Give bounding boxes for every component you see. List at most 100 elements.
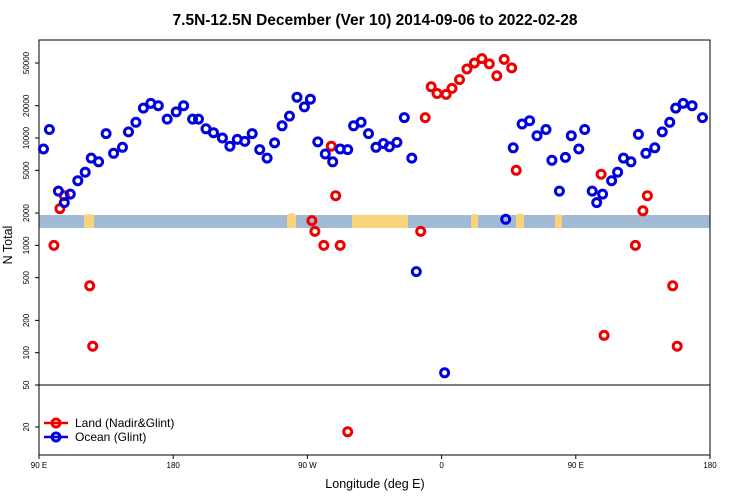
land-point bbox=[425, 81, 437, 93]
ocean-point bbox=[152, 100, 164, 112]
y-tick-label: 200 bbox=[22, 313, 31, 327]
ocean-point bbox=[123, 126, 134, 138]
x-tick-label: 180 bbox=[167, 461, 181, 470]
ocean-point bbox=[327, 156, 339, 168]
ocean-point bbox=[304, 93, 316, 105]
ocean-point bbox=[606, 175, 618, 187]
ocean-point bbox=[208, 127, 219, 139]
x-tick-label: 90 E bbox=[568, 461, 584, 470]
land-point bbox=[454, 74, 465, 86]
ocean-point bbox=[38, 143, 49, 155]
ocean-point bbox=[632, 128, 644, 140]
land-point bbox=[468, 57, 480, 69]
ocean-point bbox=[342, 144, 354, 156]
legend: Land (Nadir&Glint) Ocean (Glint) bbox=[44, 416, 174, 444]
land-point bbox=[491, 70, 503, 82]
land-point bbox=[325, 140, 337, 152]
land-point bbox=[637, 205, 649, 217]
ocean-point bbox=[284, 110, 295, 122]
land-point bbox=[306, 215, 318, 227]
ocean-point bbox=[312, 136, 324, 148]
ocean-point bbox=[656, 126, 668, 138]
ocean-point bbox=[64, 188, 76, 200]
ocean-point bbox=[664, 116, 676, 128]
x-tick-label: 0 bbox=[439, 461, 444, 470]
ocean-point bbox=[686, 100, 698, 112]
land-point bbox=[415, 225, 427, 237]
ocean-point bbox=[439, 367, 451, 379]
ocean-point bbox=[246, 128, 258, 140]
ocean-point bbox=[43, 124, 55, 135]
y-tick-label: 2000 bbox=[22, 204, 31, 222]
land-point bbox=[84, 280, 96, 292]
land-point bbox=[419, 112, 431, 124]
ocean-point bbox=[117, 141, 128, 153]
land-point bbox=[342, 426, 354, 438]
land-point bbox=[318, 239, 330, 251]
ocean-point bbox=[410, 266, 422, 278]
ocean-point bbox=[531, 130, 543, 142]
legend-ocean-label: Ocean (Glint) bbox=[75, 430, 146, 444]
land-point bbox=[629, 239, 641, 251]
ocean-point bbox=[649, 142, 661, 154]
y-tick-label: 10000 bbox=[22, 126, 31, 149]
ocean-point bbox=[391, 136, 403, 148]
ocean-point bbox=[161, 113, 173, 125]
ocean-point bbox=[500, 213, 512, 225]
x-tick-label: 180 bbox=[703, 461, 717, 470]
ocean-point bbox=[579, 124, 591, 135]
ocean-point bbox=[93, 156, 105, 168]
land-point bbox=[498, 53, 510, 65]
ocean-point bbox=[269, 137, 281, 149]
y-tick-label: 50 bbox=[22, 380, 31, 389]
y-tick-label: 1000 bbox=[22, 236, 31, 254]
ocean-point bbox=[79, 166, 91, 178]
ocean-point bbox=[52, 185, 64, 197]
ocean-point bbox=[224, 140, 236, 152]
ocean-point bbox=[670, 102, 682, 114]
ocean-point bbox=[591, 197, 603, 209]
land-point bbox=[431, 88, 443, 99]
ocean-point bbox=[597, 188, 609, 200]
legend-ocean-marker bbox=[50, 431, 62, 443]
ocean-point bbox=[178, 100, 190, 112]
ocean-point bbox=[383, 141, 395, 153]
legend-land-label: Land (Nadir&Glint) bbox=[75, 416, 174, 430]
ocean-point bbox=[108, 147, 120, 159]
plot-frame-main bbox=[38, 39, 711, 386]
plot-frame-lower bbox=[38, 384, 711, 456]
y-axis-label: N Total bbox=[1, 226, 15, 265]
y-tick-label: 20 bbox=[22, 422, 31, 431]
land-point bbox=[87, 340, 99, 352]
land-point bbox=[330, 190, 342, 202]
ocean-point bbox=[507, 142, 519, 154]
ocean-point bbox=[398, 112, 410, 124]
ocean-point bbox=[677, 97, 689, 109]
ocean-point bbox=[640, 147, 652, 159]
ocean-point bbox=[553, 185, 565, 197]
ocean-point bbox=[193, 113, 204, 125]
land-point bbox=[309, 225, 321, 237]
ocean-point bbox=[546, 154, 558, 166]
land-point bbox=[483, 58, 495, 70]
land-point bbox=[440, 88, 452, 100]
ocean-point bbox=[298, 101, 310, 113]
ocean-point bbox=[319, 148, 331, 160]
ocean-point bbox=[130, 116, 142, 128]
y-tick-label: 100 bbox=[22, 345, 31, 359]
y-tick-label: 5000 bbox=[22, 161, 31, 179]
ocean-point bbox=[363, 128, 374, 140]
y-tick-label: 20000 bbox=[22, 94, 31, 117]
ocean-point bbox=[254, 144, 266, 156]
x-tick-label: 90 E bbox=[31, 461, 47, 470]
ocean-point bbox=[355, 116, 367, 128]
ocean-point bbox=[291, 91, 303, 103]
ocean-point bbox=[276, 120, 288, 132]
ocean-point bbox=[559, 151, 571, 163]
ocean-point bbox=[406, 152, 418, 164]
ocean-point bbox=[170, 106, 182, 118]
x-axis-label: Longitude (deg E) bbox=[325, 477, 424, 491]
ocean-point bbox=[524, 115, 536, 127]
ocean-point bbox=[625, 156, 637, 168]
land-point bbox=[671, 340, 683, 352]
